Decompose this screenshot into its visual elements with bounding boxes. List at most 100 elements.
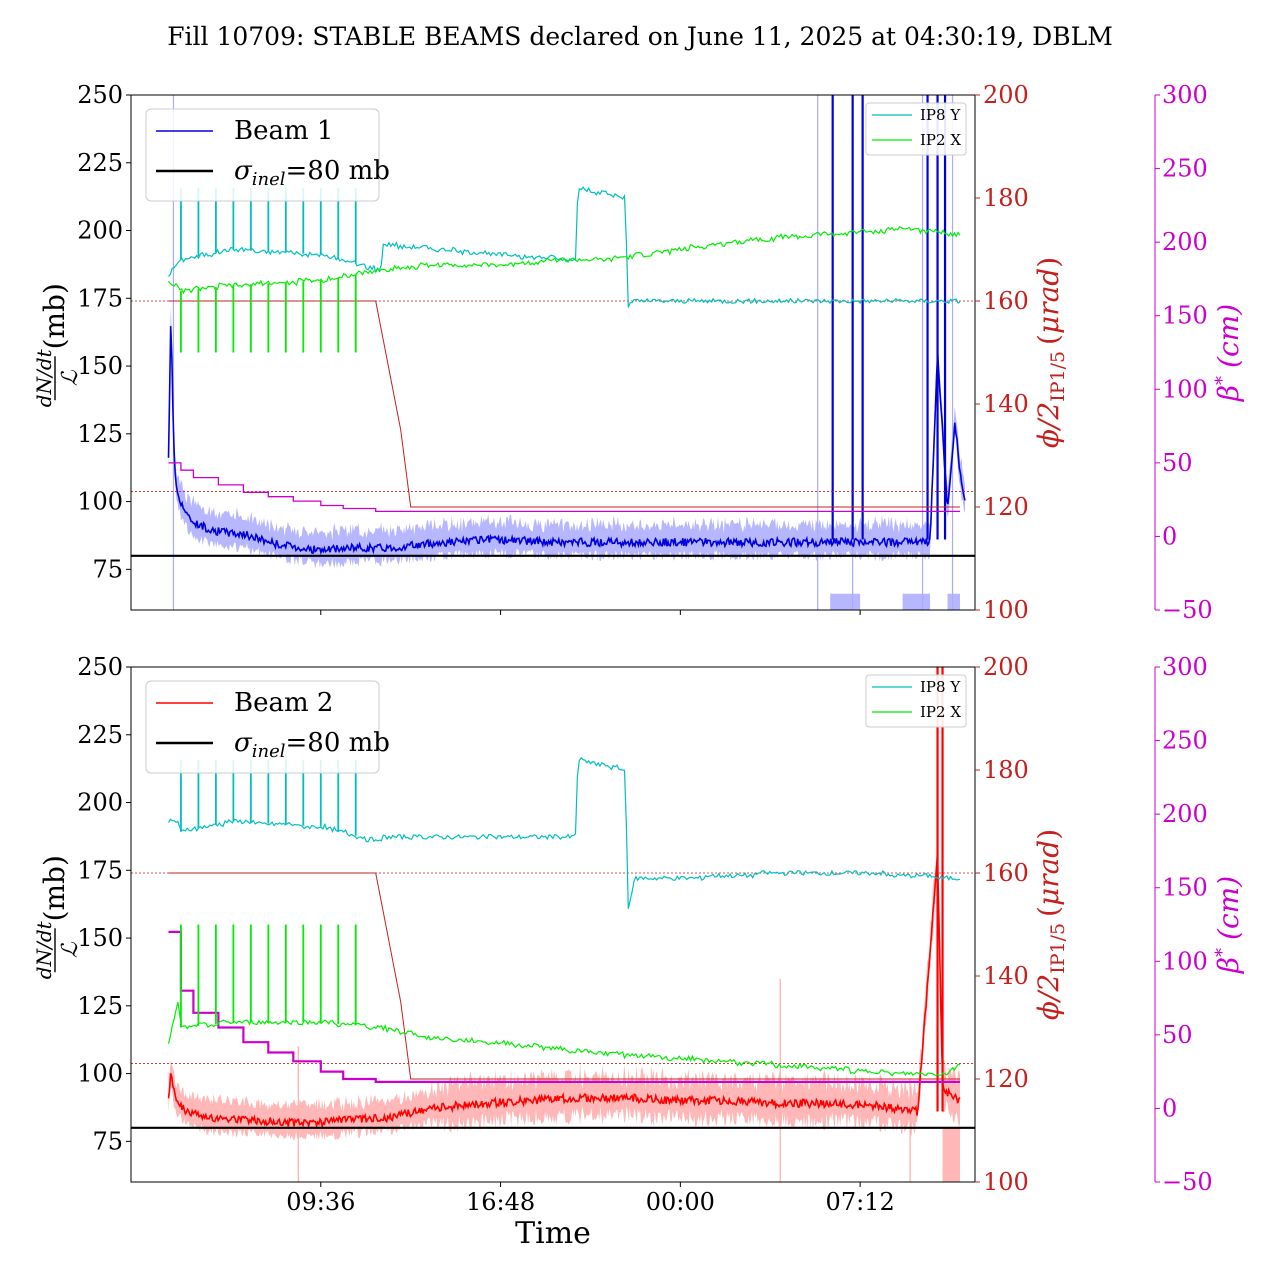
beta-axis-label: β*(cm): [1212, 304, 1245, 402]
ip8-y-line: [168, 186, 961, 308]
left-axis-label: dN/dt ℒ (mb): [32, 855, 83, 979]
beta-tick-label: 100: [1162, 947, 1208, 975]
crossing-tick-label: 180: [983, 184, 1029, 212]
ip-legend: IP8 Y IP2 X: [865, 102, 967, 156]
legend-ip2-label: IP2 X: [920, 703, 961, 721]
beta-star-line: [168, 462, 960, 513]
beam-loss-uncertainty-block: [947, 593, 961, 610]
beta-tick-label: 0: [1162, 522, 1177, 550]
left-tick-label: 175: [77, 856, 123, 884]
left-tick-label: 100: [77, 1060, 123, 1088]
legend-beam-label: Beam 1: [234, 116, 333, 146]
beta-tick-label: 300: [1162, 653, 1208, 681]
left-axis-label-denominator: ℒ: [58, 941, 83, 958]
ip2-x-line: [167, 1001, 961, 1077]
left-tick-label: 125: [77, 992, 123, 1020]
crossing-tick-label: 120: [983, 493, 1029, 521]
left-tick-label: 75: [92, 555, 123, 583]
ip-legend: IP8 Y IP2 X: [865, 674, 967, 728]
figure-title: Fill 10709: STABLE BEAMS declared on Jun…: [167, 22, 1113, 51]
left-tick-label: 175: [77, 284, 123, 312]
left-axis-label-unit: (mb): [38, 283, 71, 349]
legend-ip2-label: IP2 X: [920, 131, 961, 149]
x-tick-label: 16:48: [466, 1188, 535, 1216]
left-tick-label: 150: [77, 924, 123, 952]
main-legend: Beam 1 σinel=80 mb: [145, 108, 390, 202]
plot-frame: [130, 94, 976, 611]
left-axis-label-unit: (mb): [38, 855, 71, 921]
panel-bottom: 75 100 125 150 175 200 225 250 100 120 140 160 180 20…: [32, 653, 1245, 1216]
left-tick-label: 100: [77, 488, 123, 516]
beam-loss-uncertainty-block: [942, 1127, 961, 1182]
beta-axis-label: β*(cm): [1212, 876, 1245, 974]
left-tick-label: 200: [77, 789, 123, 817]
ip-legend-box: [865, 674, 967, 728]
left-axis-label-numerator: dN/dt: [32, 920, 56, 979]
crossing-tick-label: 140: [983, 962, 1029, 990]
left-tick-label: 225: [77, 721, 123, 749]
x-tick-label: 09:36: [286, 1188, 355, 1216]
legend-ip8-label: IP8 Y: [920, 678, 961, 696]
crossing-tick-label: 100: [983, 1168, 1029, 1196]
left-tick-label: 225: [77, 149, 123, 177]
beam-loss-line: [167, 855, 961, 1130]
beam-loss-uncertainty-block: [830, 593, 861, 610]
legend-inel-label: σinel=80 mb: [234, 728, 390, 762]
beta-tick-label: −50: [1162, 1168, 1213, 1196]
beam-loss-line: [167, 326, 966, 556]
left-tick-label: 75: [92, 1127, 123, 1155]
ip8-y-line: [167, 756, 961, 909]
left-axis-label-denominator: ℒ: [58, 369, 83, 386]
left-tick-label: 200: [77, 217, 123, 245]
beam-loss-band: [168, 306, 965, 569]
beta-tick-label: 0: [1162, 1094, 1177, 1122]
crossing-tick-label: 100: [983, 596, 1029, 624]
crossing-tick-label: 200: [983, 81, 1029, 109]
x-tick-label: 00:00: [646, 1188, 715, 1216]
x-tick-label: 07:12: [826, 1188, 895, 1216]
legend-beam-label: Beam 2: [234, 688, 333, 718]
crossing-angle-line: [168, 872, 960, 1080]
beta-tick-label: −50: [1162, 596, 1213, 624]
ip-legend-box: [865, 102, 967, 156]
main-legend-box: [145, 680, 380, 774]
panel-top: 75 100 125 150 175 200 225 250 100 120 140 160 180 20…: [32, 81, 1245, 624]
crossing-tick-label: 160: [983, 287, 1029, 315]
crossing-axis-label: ϕ/2IP1/5(μrad): [1032, 829, 1069, 1020]
beta-tick-label: 100: [1162, 375, 1208, 403]
main-legend-box: [145, 108, 380, 202]
beta-tick-label: 150: [1162, 874, 1208, 902]
left-tick-label: 250: [77, 653, 123, 681]
ip2-x-line: [168, 226, 961, 295]
crossing-tick-label: 180: [983, 756, 1029, 784]
main-legend: Beam 2 σinel=80 mb: [145, 680, 390, 774]
beam-loss-band: [168, 835, 960, 1141]
beta-tick-label: 200: [1162, 800, 1208, 828]
beta-tick-label: 250: [1162, 727, 1208, 755]
beta-tick-label: 250: [1162, 155, 1208, 183]
legend-ip8-label: IP8 Y: [920, 106, 961, 124]
beam-loss-uncertainty-block: [902, 593, 931, 610]
crossing-tick-label: 200: [983, 653, 1029, 681]
left-axis-label: dN/dt ℒ (mb): [32, 283, 83, 407]
beta-tick-label: 150: [1162, 302, 1208, 330]
legend-inel-label: σinel=80 mb: [234, 156, 390, 190]
beta-tick-label: 300: [1162, 81, 1208, 109]
plot-area-bottom: [131, 667, 975, 1182]
beta-tick-label: 200: [1162, 228, 1208, 256]
crossing-tick-label: 160: [983, 859, 1029, 887]
left-tick-label: 250: [77, 81, 123, 109]
left-axis-label-numerator: dN/dt: [32, 348, 56, 407]
x-axis-label: Time: [515, 1216, 591, 1251]
beta-tick-label: 50: [1162, 449, 1193, 477]
beta-star-line: [168, 930, 960, 1084]
crossing-angle-line: [168, 300, 960, 508]
crossing-axis-label: ϕ/2IP1/5(μrad): [1032, 257, 1069, 448]
left-tick-label: 125: [77, 420, 123, 448]
left-tick-label: 150: [77, 352, 123, 380]
beta-tick-label: 50: [1162, 1021, 1193, 1049]
crossing-tick-label: 140: [983, 390, 1029, 418]
plot-frame: [130, 666, 976, 1183]
crossing-tick-label: 120: [983, 1065, 1029, 1093]
